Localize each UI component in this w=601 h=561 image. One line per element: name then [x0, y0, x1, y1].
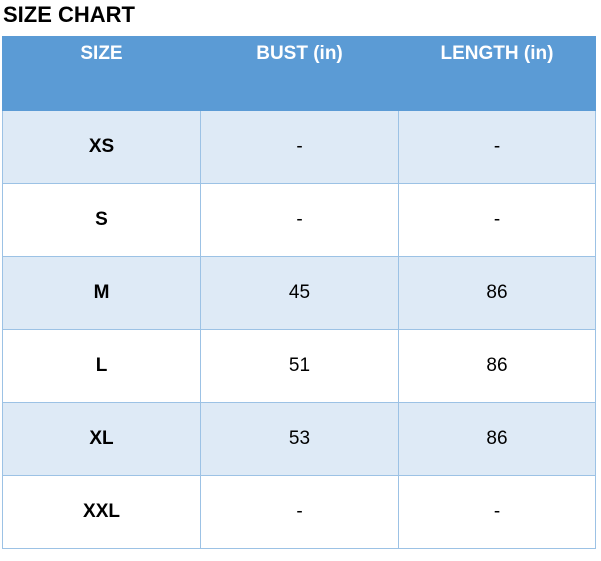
cell-length: - [398, 183, 596, 257]
cell-bust: - [200, 475, 399, 549]
cell-size: XL [2, 402, 201, 476]
table-row: XS - - [2, 110, 596, 184]
cell-length: 86 [398, 256, 596, 330]
table-row: XXL - - [2, 475, 596, 549]
cell-size: M [2, 256, 201, 330]
cell-length: 86 [398, 329, 596, 403]
cell-bust: 51 [200, 329, 399, 403]
column-header-length: LENGTH (in) [398, 36, 596, 111]
cell-bust: - [200, 110, 399, 184]
table-row: M 45 86 [2, 256, 596, 330]
cell-bust: 53 [200, 402, 399, 476]
cell-length: - [398, 475, 596, 549]
cell-size: XS [2, 110, 201, 184]
size-chart-table: SIZE BUST (in) LENGTH (in) XS - - S - - M 45 86 L 51… [2, 36, 596, 549]
cell-bust: - [200, 183, 399, 257]
cell-size: S [2, 183, 201, 257]
column-header-bust: BUST (in) [200, 36, 399, 111]
cell-size: L [2, 329, 201, 403]
cell-bust: 45 [200, 256, 399, 330]
page-title: SIZE CHART [3, 2, 135, 27]
cell-length: 86 [398, 402, 596, 476]
cell-size: XXL [2, 475, 201, 549]
header-row: SIZE BUST (in) LENGTH (in) [2, 36, 596, 111]
table-row: L 51 86 [2, 329, 596, 403]
column-header-size: SIZE [2, 36, 201, 111]
table-row: S-- [2, 183, 596, 257]
table-row: XL 53 86 [2, 402, 596, 476]
cell-length: - [398, 110, 596, 184]
